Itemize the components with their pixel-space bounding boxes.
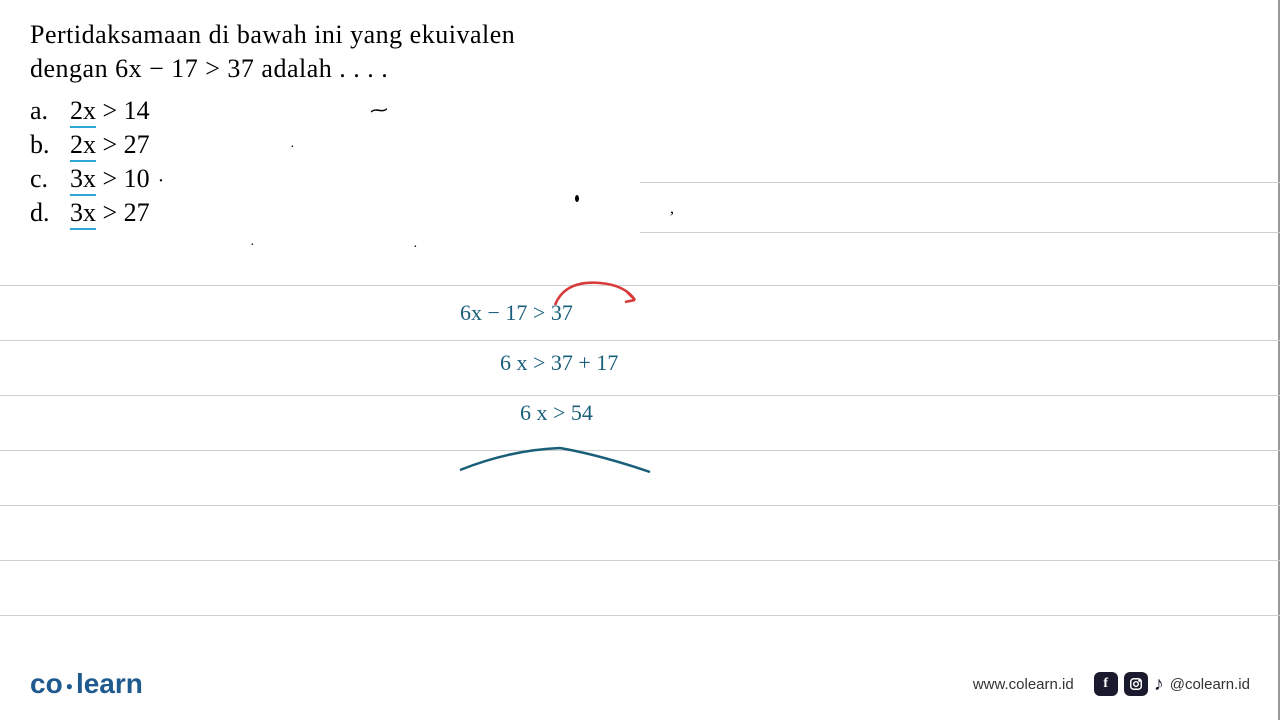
instagram-icon (1124, 672, 1148, 696)
option-b-coef: 2x (70, 130, 96, 162)
stray-dash: · (250, 238, 255, 254)
option-d-coef: 3x (70, 198, 96, 230)
option-c-rest: > 10 (96, 164, 150, 193)
question-suffix: adalah . . . . (254, 54, 388, 83)
option-c-coef: 3x (70, 164, 96, 196)
ruled-line-5 (0, 505, 1280, 506)
ruled-line-7 (0, 615, 1280, 616)
option-a-rest: > 14 (96, 96, 150, 125)
logo: co●learn (30, 668, 143, 700)
logo-learn: learn (76, 668, 143, 699)
ruled-line-3 (0, 395, 1280, 396)
option-d-label: d. (30, 198, 70, 228)
ruled-line-partial-2 (640, 232, 1280, 233)
social-icons: f ♪ @colearn.id (1094, 672, 1250, 696)
ruled-line-partial-1 (640, 182, 1280, 183)
option-c-dot: · (158, 170, 165, 192)
option-b-text: 2x > 27 (70, 130, 150, 160)
option-d: d. 3x > 27 (30, 198, 1250, 228)
facebook-icon: f (1094, 672, 1118, 696)
handwriting-line-3: 6 x > 54 (520, 400, 593, 426)
logo-dot: ● (66, 679, 73, 693)
stray-dot-3: · (413, 240, 418, 256)
footer: co●learn www.colearn.id f ♪ @colearn.id (0, 668, 1280, 700)
option-c-text: 3x > 10 · (70, 164, 164, 194)
option-a-text: 2x > 14 (70, 96, 150, 126)
option-d-text: 3x > 27 (70, 198, 150, 228)
options-list: a. 2x > 14 b. 2x > 27 c. 3x > 10 · d. 3x … (30, 96, 1250, 228)
option-d-rest: > 27 (96, 198, 150, 227)
option-c: c. 3x > 10 · (30, 164, 1250, 194)
logo-co: co (30, 668, 63, 699)
ruled-line-2 (0, 340, 1280, 341)
website-url: www.colearn.id (973, 676, 1074, 693)
option-b-rest: > 27 (96, 130, 150, 159)
stray-dot-1: · (290, 140, 295, 156)
content-area: Pertidaksamaan di bawah ini yang ekuival… (0, 0, 1280, 252)
option-a: a. 2x > 14 (30, 96, 1250, 126)
option-a-coef: 2x (70, 96, 96, 128)
question-line-2: dengan 6x − 17 > 37 adalah . . . . (30, 54, 1250, 84)
footer-right: www.colearn.id f ♪ @colearn.id (973, 672, 1250, 696)
social-handle: @colearn.id (1170, 676, 1250, 693)
tiktok-icon: ♪ (1154, 673, 1164, 696)
option-b: b. 2x > 27 (30, 130, 1250, 160)
option-c-label: c. (30, 164, 70, 194)
question-prefix: dengan (30, 54, 115, 83)
question-line-1: Pertidaksamaan di bawah ini yang ekuival… (30, 20, 1250, 50)
handwriting-line-2: 6 x > 37 + 17 (500, 350, 618, 376)
question-expression: 6x − 17 > 37 (115, 54, 254, 83)
stray-dot-2 (575, 195, 579, 202)
stray-mark-tilde: ⁓ (369, 99, 389, 121)
stray-comma: , (670, 200, 674, 218)
ruled-line-6 (0, 560, 1280, 561)
caret-divider-icon (450, 440, 670, 480)
handwriting-line-1: 6x − 17 > 37 (460, 300, 573, 326)
option-a-label: a. (30, 96, 70, 126)
option-b-label: b. (30, 130, 70, 160)
